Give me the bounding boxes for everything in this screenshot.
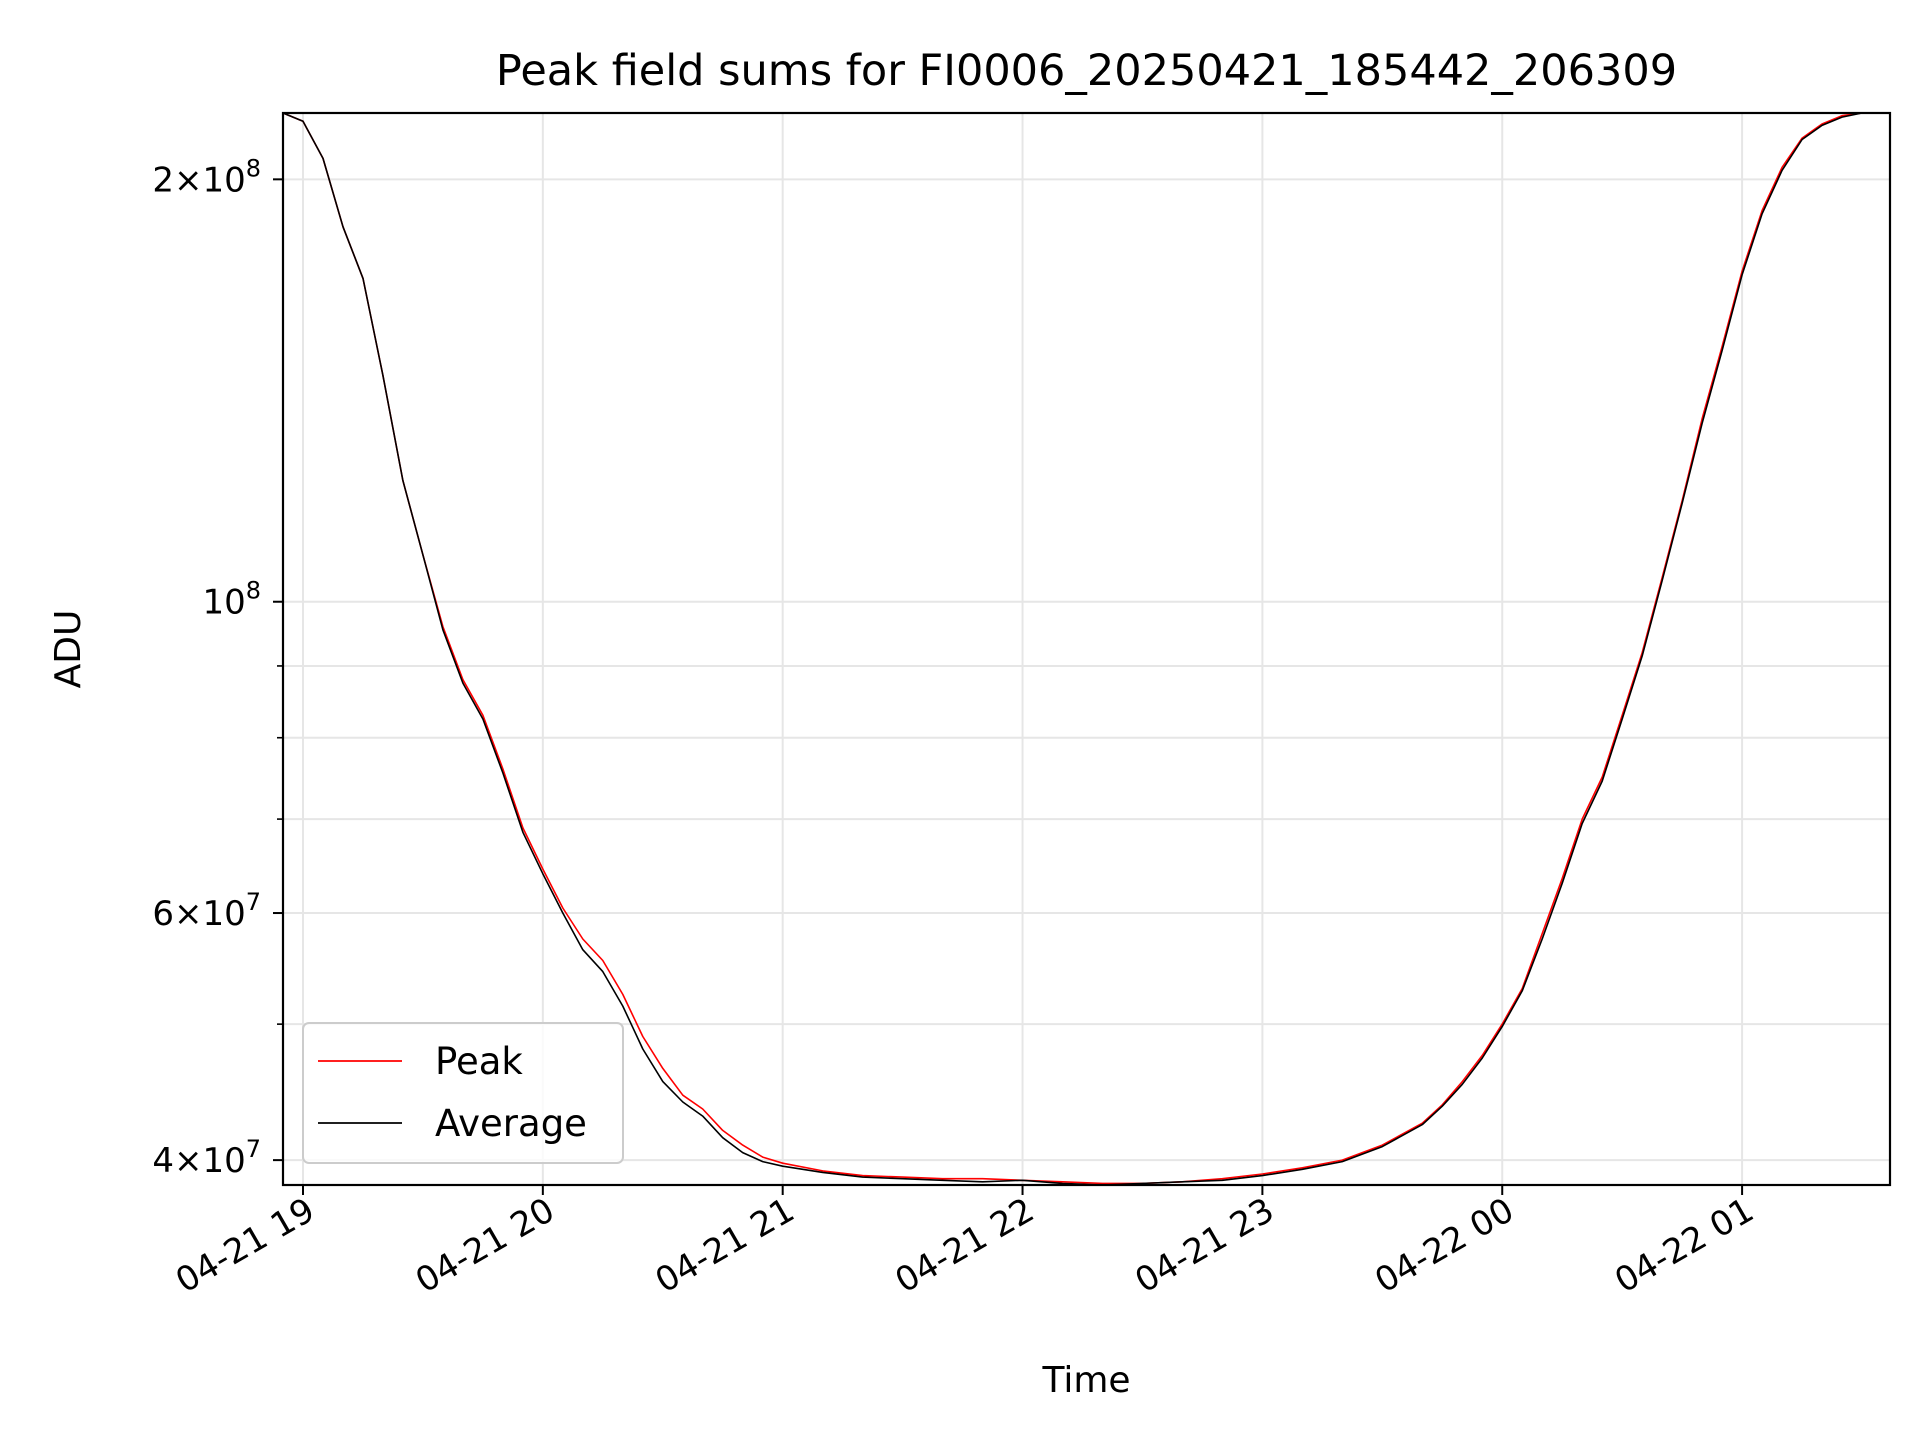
y-tick-label: 108 [202, 577, 261, 623]
legend: Peak Average [302, 1022, 624, 1164]
legend-label-average: Average [435, 1102, 587, 1145]
chart-title: Peak field sums for FI0006_20250421_1854… [496, 46, 1677, 96]
legend-label-peak: Peak [435, 1040, 523, 1083]
y-axis-title: ADU [48, 610, 89, 689]
series-line-average [282, 112, 1890, 1186]
series-lines [282, 112, 1890, 1186]
y-tick-label: 2×108 [152, 154, 261, 200]
y-tick-label: 4×107 [152, 1135, 261, 1181]
x-axis-title: Time [1041, 1360, 1130, 1401]
y-tick-label: 6×107 [152, 888, 261, 934]
legend-frame [302, 1022, 624, 1164]
plot-frame [281, 111, 1892, 1187]
